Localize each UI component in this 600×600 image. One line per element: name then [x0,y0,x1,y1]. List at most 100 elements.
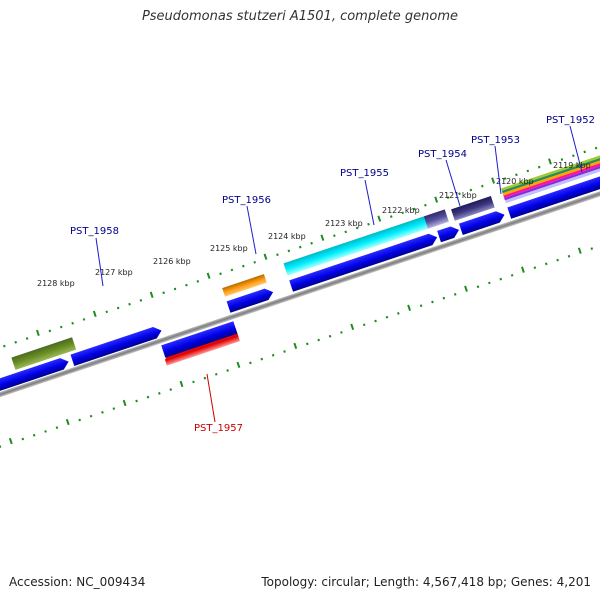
minor-tick [249,361,252,365]
gene-PST_1954-block [423,209,449,229]
minor-tick [583,150,587,154]
cds-arrow-PST_1952 [507,164,600,219]
tick-label-2122: 2122 kbp [382,206,420,215]
tick-label-2126: 2126 kbp [153,257,191,266]
leader-PST_1953 [494,145,502,195]
minor-tick [453,292,457,296]
minor-tick [560,158,564,161]
tick-label-2123: 2123 kbp [325,219,363,228]
minor-tick [401,211,404,215]
minor-tick [567,254,571,258]
minor-tick [0,445,2,449]
major-tick [122,399,127,407]
minor-tick [196,280,200,283]
tick-label-2128: 2128 kbp [37,279,75,288]
minor-tick [101,411,104,414]
minor-tick [203,376,207,380]
minor-tick [32,433,36,437]
major-tick [149,291,154,298]
tick-label-2127: 2127 kbp [95,268,133,277]
minor-tick [305,342,309,346]
minor-tick [105,310,109,314]
genome-summary-text: Topology: circular; Length: 4,567,418 bp… [261,575,591,589]
minor-tick [169,388,173,391]
tick-label-2121: 2121 kbp [439,191,477,200]
minor-tick [317,338,320,342]
minor-tick [139,299,143,302]
minor-tick [128,302,131,306]
minor-tick [340,331,343,334]
major-tick [491,177,495,184]
gene-label-leaders [95,125,583,423]
map-title: Pseudomonas stutzeri A1501, complete gen… [141,9,459,24]
minor-tick [21,437,25,441]
minor-tick [78,418,81,422]
minor-tick [446,196,450,199]
major-tick [179,380,184,388]
major-tick [521,266,525,273]
tick-row-upper [3,146,598,348]
leader-PST_1956 [246,205,257,255]
major-tick [263,253,268,260]
gene-label-PST_1956[interactable]: PST_1956 [222,195,271,206]
minor-tick [424,203,427,207]
minor-tick [185,283,188,287]
minor-tick [389,215,393,218]
major-tick [293,342,298,350]
accession-text: Accession: NC_009434 [9,575,146,589]
minor-tick [242,264,245,268]
gene-label-PST_1958[interactable]: PST_1958 [70,226,119,237]
major-tick [8,437,13,445]
minor-tick [146,395,150,399]
gene-PST_1958-block [11,337,77,370]
kbp-tick-labels: 2128 kbp 2127 kbp 2126 kbp 2125 kbp 2124… [37,161,591,288]
minor-tick [526,169,530,173]
leader-PST_1955 [364,179,375,226]
gene-label-PST_1952[interactable]: PST_1952 [546,115,595,126]
gene-label-PST_1955[interactable]: PST_1955 [340,168,389,179]
major-tick [407,304,412,311]
minor-tick [173,287,177,291]
major-tick [35,329,40,337]
cds-arrow-PST_1954 [437,226,459,243]
minor-tick [385,315,389,319]
major-tick [350,323,355,330]
major-tick [548,158,552,165]
leader-PST_1958 [95,237,104,287]
major-tick [434,196,439,203]
major-tick [236,361,241,369]
cds-arrow-PST_1958 [70,327,162,367]
minor-tick [344,230,348,234]
minor-tick [112,407,116,410]
minor-tick [374,319,377,323]
gene-labels: PST_1958 PST_1957 PST_1956 PST_1955 PST_… [70,115,595,434]
major-tick [464,285,468,292]
minor-tick [135,399,138,403]
gene-PST_1953-block [451,196,495,221]
minor-tick [503,177,507,180]
minor-tick [333,234,336,238]
major-tick [577,247,582,254]
minor-tick [48,329,52,333]
minor-tick [397,312,400,315]
minor-tick [59,325,63,329]
minor-tick [362,323,366,327]
gene-label-PST_1954[interactable]: PST_1954 [418,149,467,160]
minor-tick [431,300,434,304]
minor-tick [116,306,120,310]
tick-label-2120: 2120 kbp [496,177,534,186]
leader-PST_1952 [569,125,583,173]
minor-tick [510,273,514,277]
gene-label-PST_1953[interactable]: PST_1953 [471,135,520,146]
minor-tick [162,291,165,295]
gene-PST_1955-block [283,216,433,276]
minor-tick [556,258,559,262]
tick-label-2119: 2119 kbp [553,161,591,170]
minor-tick [310,241,313,245]
minor-tick [14,340,18,344]
gene-label-PST_1957[interactable]: PST_1957 [194,423,243,434]
minor-tick [214,372,218,376]
cds-arrow-PST_1955 [289,233,438,292]
minor-tick [412,207,416,211]
minor-tick [44,430,47,433]
